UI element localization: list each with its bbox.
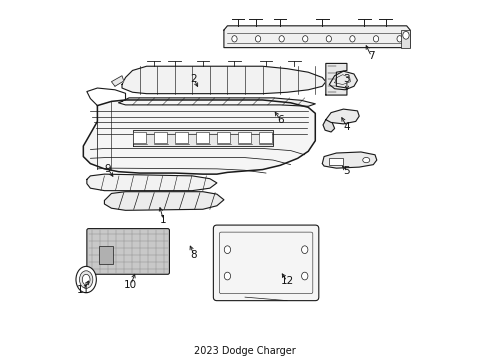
Polygon shape xyxy=(122,66,326,94)
Bar xyxy=(132,132,146,143)
Ellipse shape xyxy=(326,36,331,42)
Text: 5: 5 xyxy=(343,166,350,176)
Ellipse shape xyxy=(303,36,308,42)
Ellipse shape xyxy=(255,36,261,42)
Bar xyxy=(196,132,209,143)
Text: 10: 10 xyxy=(124,280,137,290)
Ellipse shape xyxy=(76,266,97,293)
Bar xyxy=(401,30,410,48)
Text: 4: 4 xyxy=(343,122,350,132)
Ellipse shape xyxy=(301,246,308,253)
Polygon shape xyxy=(322,152,377,168)
Ellipse shape xyxy=(224,272,231,280)
FancyBboxPatch shape xyxy=(87,229,170,274)
Text: 8: 8 xyxy=(191,250,197,260)
Ellipse shape xyxy=(301,272,308,280)
Text: 3: 3 xyxy=(343,74,350,84)
Text: 12: 12 xyxy=(281,276,294,286)
Bar xyxy=(99,246,113,264)
Polygon shape xyxy=(111,76,124,86)
Polygon shape xyxy=(326,109,359,124)
Polygon shape xyxy=(224,26,410,48)
Polygon shape xyxy=(87,174,217,191)
FancyBboxPatch shape xyxy=(213,225,319,301)
Bar xyxy=(238,132,251,143)
Text: 11: 11 xyxy=(77,285,90,295)
Polygon shape xyxy=(329,71,358,90)
Ellipse shape xyxy=(403,31,409,39)
Text: 7: 7 xyxy=(368,51,375,62)
Bar xyxy=(154,132,167,143)
Text: 6: 6 xyxy=(277,114,283,125)
Text: 2023 Dodge Charger
Bumper & Components - Front
Diagram 2: 2023 Dodge Charger Bumper & Components -… xyxy=(171,346,319,360)
Polygon shape xyxy=(119,98,315,106)
Ellipse shape xyxy=(232,36,237,42)
Bar xyxy=(217,132,230,143)
Bar xyxy=(175,132,188,143)
Ellipse shape xyxy=(397,36,402,42)
Polygon shape xyxy=(132,130,273,146)
Ellipse shape xyxy=(279,36,284,42)
Ellipse shape xyxy=(363,157,370,163)
Ellipse shape xyxy=(350,36,355,42)
Text: 2: 2 xyxy=(191,74,197,84)
Polygon shape xyxy=(104,192,224,210)
Bar xyxy=(259,132,272,143)
Bar xyxy=(329,158,343,165)
Ellipse shape xyxy=(79,271,93,288)
Text: 1: 1 xyxy=(160,215,167,225)
Polygon shape xyxy=(326,63,347,95)
Text: 9: 9 xyxy=(105,164,111,174)
Ellipse shape xyxy=(82,274,90,285)
Polygon shape xyxy=(323,120,335,132)
Ellipse shape xyxy=(224,246,231,253)
Ellipse shape xyxy=(373,36,379,42)
Polygon shape xyxy=(83,100,315,174)
